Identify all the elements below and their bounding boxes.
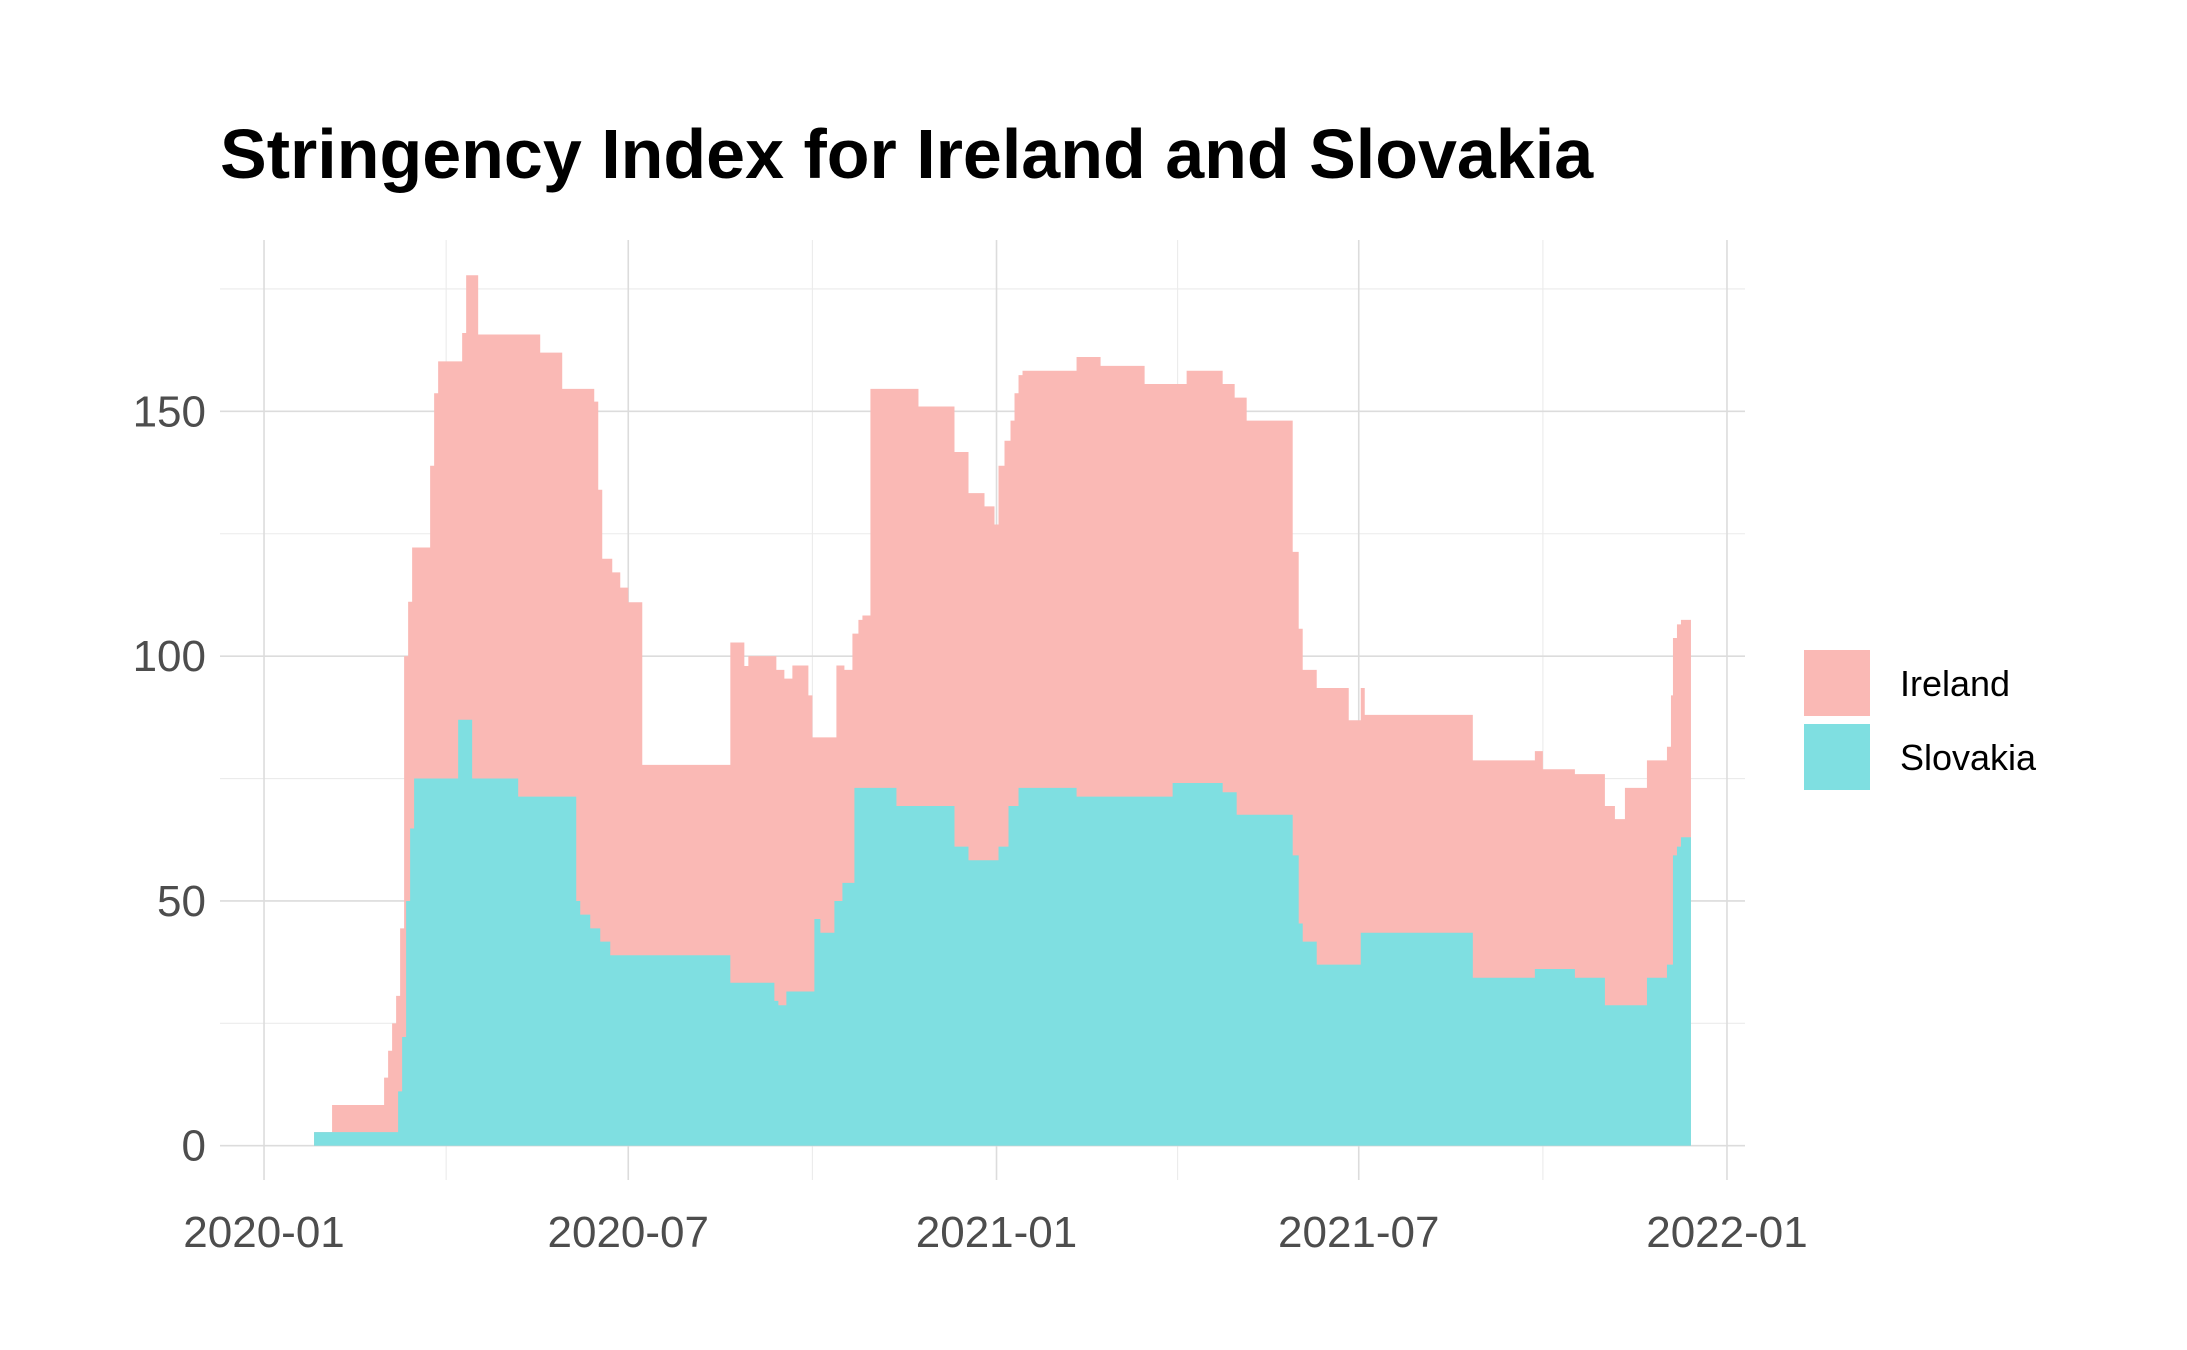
x-tick-label: 2021-07 (1278, 1208, 1439, 1257)
area-ireland (314, 275, 1691, 1146)
x-tick-label: 2021-01 (916, 1208, 1077, 1257)
x-axis: 2020-01 2020-07 2021-01 2021-07 2022-01 (183, 1208, 1807, 1257)
area-slovakia (314, 719, 1691, 1146)
legend-label-ireland: Ireland (1900, 663, 2010, 704)
y-axis: 0 50 100 150 (133, 387, 206, 1170)
x-tick-label: 2020-07 (548, 1208, 709, 1257)
legend-key-ireland (1804, 650, 1870, 716)
legend-key-slovakia (1804, 724, 1870, 790)
stacked-areas (314, 275, 1691, 1146)
x-tick-label: 2022-01 (1646, 1208, 1807, 1257)
legend: Ireland Slovakia (1804, 650, 2037, 790)
x-tick-label: 2020-01 (183, 1208, 344, 1257)
y-tick-label: 100 (133, 632, 206, 681)
y-tick-label: 50 (157, 877, 206, 926)
chart-title: Stringency Index for Ireland and Slovaki… (220, 115, 1594, 193)
y-tick-label: 0 (182, 1122, 206, 1171)
y-tick-label: 150 (133, 387, 206, 436)
legend-label-slovakia: Slovakia (1900, 737, 2037, 778)
